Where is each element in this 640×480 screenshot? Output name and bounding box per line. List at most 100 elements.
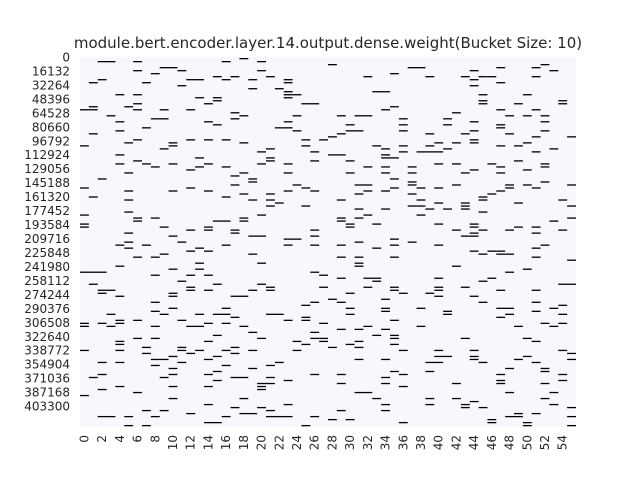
heatmap-cell (514, 202, 523, 204)
heatmap-cell (469, 79, 479, 81)
heatmap-cell (168, 385, 178, 388)
heatmap-cell (204, 274, 213, 276)
y-tick-label: 161320 (24, 190, 70, 204)
heatmap-cell (336, 217, 346, 219)
heatmap-cell (230, 175, 240, 177)
heatmap-cell (514, 325, 523, 328)
heatmap-cell (363, 184, 373, 186)
heatmap-cell (443, 124, 452, 126)
heatmap-cell (505, 415, 514, 418)
heatmap-cell (283, 91, 293, 93)
heatmap-cell (469, 349, 479, 352)
heatmap-cell (390, 337, 399, 340)
x-tick-label: 28 (325, 435, 339, 450)
heatmap-cell (381, 172, 390, 174)
y-tick-label: 0 (62, 51, 70, 65)
heatmap-cell (328, 64, 337, 66)
heatmap-cell (425, 361, 435, 364)
chart-title: module.bert.encoder.layer.14.output.dens… (74, 34, 582, 52)
x-tick-label: 0 (77, 435, 91, 443)
heatmap-cell (398, 124, 408, 126)
x-tick-label: 36 (396, 435, 410, 450)
heatmap-cell (266, 193, 275, 195)
heatmap-cell (354, 328, 364, 331)
heatmap-cell (177, 349, 187, 352)
heatmap-cell (496, 250, 506, 252)
heatmap-cell (452, 229, 461, 231)
heatmap-cell (168, 367, 178, 370)
heatmap-cell (133, 217, 142, 219)
heatmap-cell (257, 283, 266, 285)
heatmap-cell (496, 127, 506, 129)
heatmap-cell (212, 220, 222, 222)
heatmap-cell (239, 115, 249, 117)
heatmap-cell (239, 295, 249, 297)
x-tick-label: 24 (290, 435, 304, 450)
heatmap-cell (363, 325, 373, 328)
heatmap-cell (159, 109, 169, 111)
heatmap-cell (97, 289, 107, 291)
heatmap-cell (416, 151, 426, 153)
heatmap-cell (230, 295, 240, 297)
heatmap-cell (514, 160, 523, 162)
x-tick-label: 46 (485, 435, 499, 450)
heatmap-cell (257, 385, 266, 388)
heatmap-cell (425, 208, 435, 210)
heatmap-cell (159, 148, 169, 150)
x-tick-label: 52 (538, 435, 552, 450)
heatmap-cell (124, 241, 134, 243)
y-tick-label: 241980 (24, 260, 70, 274)
heatmap-cell (212, 355, 222, 358)
heatmap-cell (115, 163, 125, 165)
heatmap-cell (80, 394, 89, 397)
heatmap-cell (381, 307, 390, 309)
heatmap-cell (328, 346, 337, 349)
heatmap-cell (416, 205, 426, 207)
heatmap-cell (531, 361, 541, 364)
heatmap-cell (496, 145, 506, 147)
heatmap-cell (248, 79, 258, 81)
heatmap-cell (212, 283, 222, 285)
heatmap-cell (496, 253, 506, 255)
heatmap-cell (257, 406, 266, 409)
heatmap-cells (80, 57, 576, 427)
heatmap-cell (266, 415, 275, 418)
heatmap-cell (381, 157, 390, 159)
heatmap-cell (88, 109, 98, 111)
heatmap-cell (345, 418, 355, 421)
heatmap-cell (336, 154, 346, 156)
heatmap-cell (301, 304, 311, 306)
heatmap-cell (522, 169, 532, 171)
heatmap-cell (407, 184, 417, 186)
heatmap-cell (283, 94, 293, 96)
heatmap-cell (80, 325, 89, 328)
heatmap-cell (443, 313, 452, 315)
heatmap-cell (230, 76, 240, 78)
heatmap-cell (540, 166, 550, 168)
heatmap-cell (212, 370, 222, 373)
heatmap-cell (124, 190, 134, 192)
heatmap-cell (230, 376, 240, 379)
heatmap-cell (407, 166, 417, 168)
heatmap-cell (168, 142, 178, 144)
heatmap-cell (549, 325, 559, 328)
heatmap-cell (221, 364, 231, 367)
heatmap-cell (496, 289, 506, 291)
heatmap-cell (487, 163, 497, 165)
heatmap-cell (168, 307, 178, 309)
heatmap-cell (549, 220, 559, 222)
heatmap-cell (283, 163, 293, 165)
heatmap-cell (336, 382, 346, 385)
heatmap-cell (336, 256, 346, 258)
heatmap-cell (124, 415, 134, 418)
heatmap-cell (469, 232, 479, 234)
heatmap-cell (319, 337, 328, 340)
heatmap-cell (372, 277, 382, 279)
heatmap-cell (540, 121, 550, 123)
y-tick-label: 274244 (24, 288, 70, 302)
heatmap-cell (142, 424, 151, 427)
x-tick-label: 38 (414, 435, 428, 450)
heatmap-cell (478, 100, 488, 102)
heatmap-cell (372, 223, 382, 225)
y-tick-label: 258112 (24, 274, 70, 288)
